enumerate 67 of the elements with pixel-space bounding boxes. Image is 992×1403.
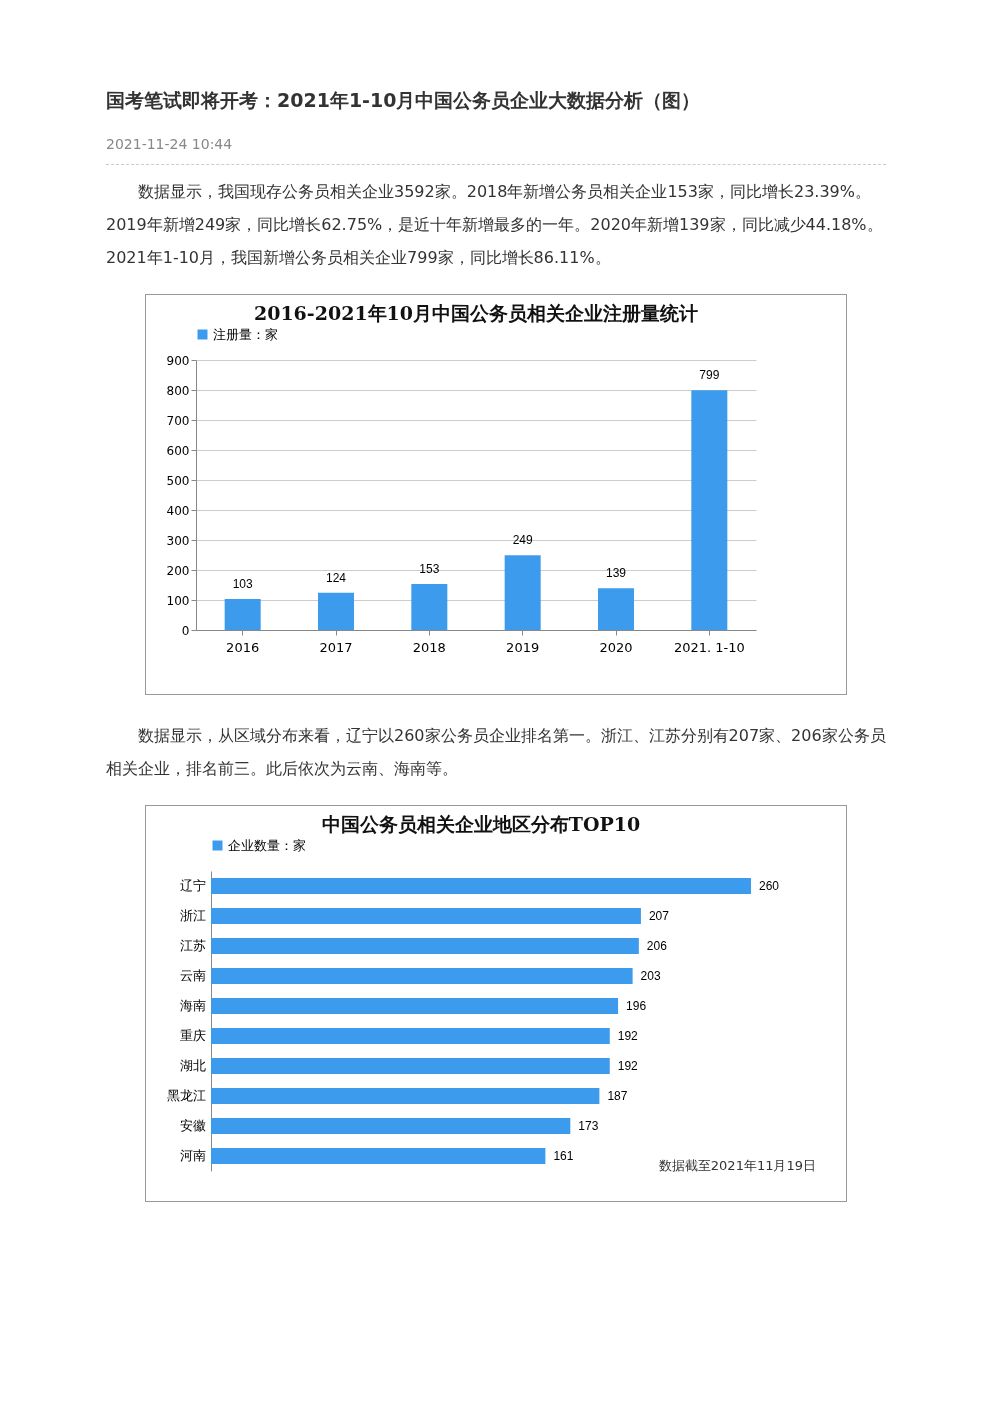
y-tick-label: 辽宁: [179, 878, 206, 893]
y-tick-label: 重庆: [179, 1028, 206, 1043]
x-tick-label: 2019: [506, 639, 540, 655]
bar: [504, 555, 541, 630]
bar: [211, 1118, 571, 1134]
chart-title: 2016-2021年10月中国公务员相关企业注册量统计: [253, 302, 699, 324]
data-label: 249: [512, 533, 533, 548]
bar: [411, 584, 448, 630]
data-label: 206: [646, 939, 668, 953]
text: 数据显示，我国现存公务员相关企业3592家。2018年新增公务员相关企业153家，同比增长23.39%。2019年新增249家，同比增长62.75%，是近十年新增最多的一年。2020年新增139家，同比减少44.18%。2021年1-10月，我国新增公务员相关企业799家，同比增长86.11%。: [106, 181, 884, 269]
y-tick-label: 江苏: [179, 938, 206, 953]
bar: [211, 878, 751, 894]
bar: [598, 588, 634, 630]
y-tick-label: 河南: [179, 1148, 206, 1163]
x-tick-label: 2018: [412, 639, 446, 655]
bar: [211, 968, 633, 984]
legend-label: 企业数量：家: [228, 837, 306, 853]
data-label: 260: [759, 879, 780, 893]
legend-label: 注册量：家: [213, 326, 278, 342]
bar: [224, 599, 261, 630]
bar: [211, 1058, 610, 1074]
data-label: 173: [578, 1119, 599, 1133]
y-tick-label: 800: [166, 383, 190, 398]
data-label: 124: [325, 570, 347, 585]
data-label: 187: [607, 1089, 628, 1103]
data-label: 161: [553, 1149, 574, 1163]
data-label: 207: [648, 909, 670, 923]
data-label: 139: [605, 566, 627, 581]
y-tick-label: 湖北: [179, 1058, 206, 1073]
bar: [211, 1028, 610, 1044]
bar: [691, 390, 728, 630]
y-tick-label: 600: [166, 443, 190, 458]
bar: [211, 1088, 600, 1104]
data-label: 196: [626, 999, 647, 1013]
x-tick-label: 2021. 1-10: [673, 639, 745, 655]
bar: [211, 938, 639, 954]
y-tick-label: 海南: [179, 998, 206, 1013]
y-tick-label: 100: [166, 593, 190, 608]
bar: [318, 592, 354, 630]
y-tick-label: 0: [181, 623, 190, 638]
annotation: 数据截至2021年11月19日: [658, 1157, 816, 1175]
y-tick-label: 900: [166, 353, 190, 368]
y-tick-label: 700: [166, 413, 190, 428]
y-tick-label: 浙江: [179, 908, 206, 923]
y-tick-label: 黑龙江: [166, 1088, 206, 1103]
x-tick-label: 2017: [319, 639, 353, 655]
bar: [211, 908, 641, 924]
text: 数据显示，从区域分布来看，辽宁以260家公务员企业排名第一。浙江、江苏分别有207家、206家公务员相关企业，排名前三。此后依次为云南、海南等。: [106, 725, 886, 780]
data-label: 192: [617, 1029, 639, 1043]
data-label: 203: [640, 969, 661, 983]
y-tick-label: 300: [166, 533, 190, 548]
text: 2021-11-24 10:44: [106, 136, 886, 165]
data-label: 799: [699, 368, 720, 383]
y-tick-label: 400: [166, 503, 190, 518]
chart-title: 中国公务员相关企业地区分布TOP10: [321, 813, 641, 835]
data-label: 153: [419, 562, 440, 577]
bar: [211, 1148, 546, 1164]
x-tick-label: 2016: [226, 639, 260, 655]
bar: [211, 998, 619, 1014]
y-tick-label: 云南: [179, 968, 206, 983]
y-tick-label: 500: [166, 473, 190, 488]
text: 国考笔试即将开考：2021年1-10月中国公务员企业大数据分析（图）: [106, 88, 702, 113]
y-tick-label: 安徽: [179, 1118, 206, 1133]
data-label: 192: [617, 1059, 639, 1073]
x-tick-label: 2020: [599, 639, 633, 655]
data-label: 103: [232, 577, 253, 592]
y-tick-label: 200: [166, 563, 190, 578]
